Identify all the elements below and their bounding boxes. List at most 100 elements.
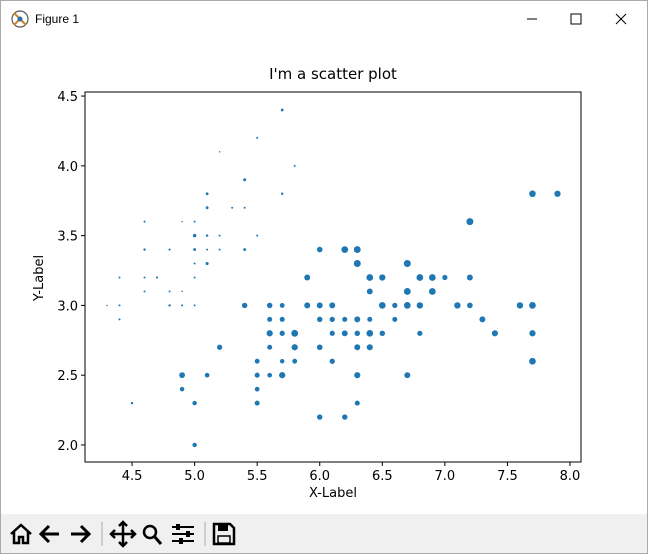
maximize-button[interactable] (570, 13, 582, 25)
scatter-point (256, 136, 259, 139)
scatter-point (231, 206, 234, 209)
scatter-point (366, 274, 374, 281)
x-tick-label: 7.5 (497, 469, 518, 484)
scatter-point (354, 344, 361, 351)
y-tick-label: 3.0 (57, 299, 78, 314)
scatter-point (428, 274, 436, 281)
scatter-point (156, 276, 159, 279)
scatter-point (204, 372, 210, 378)
scatter-point (267, 302, 273, 308)
scatter-point (366, 330, 374, 337)
scatter-point (218, 234, 221, 237)
y-tick-label: 4.5 (57, 90, 78, 105)
scatter-point (341, 330, 348, 337)
y-axis-label: Y-Label (32, 255, 47, 302)
scatter-point (392, 302, 398, 309)
scatter-point (256, 234, 259, 237)
y-tick-label: 2.0 (57, 439, 78, 454)
scatter-point (316, 344, 323, 351)
scatter-point (329, 358, 335, 364)
scatter-point (416, 302, 424, 309)
scatter-point (316, 246, 323, 253)
scatter-point (206, 192, 209, 195)
x-tick-label: 7.0 (435, 469, 456, 484)
scatter-point (192, 400, 197, 406)
scatter-point (366, 344, 373, 351)
scatter-point (342, 316, 348, 322)
scatter-point (491, 330, 498, 337)
scatter-point (243, 248, 247, 251)
scatter-point (329, 330, 335, 336)
back-button[interactable] (38, 524, 59, 544)
scatter-point (454, 302, 461, 309)
scatter-point (304, 274, 311, 281)
forward-button[interactable] (71, 524, 92, 544)
x-tick-label: 6.5 (372, 469, 393, 484)
scatter-point (403, 302, 411, 309)
scatter-point (193, 276, 196, 279)
scatter-point (267, 316, 273, 322)
scatter-point (193, 248, 197, 251)
scatter-point (304, 302, 311, 309)
scatter-point (367, 316, 373, 322)
scatter-point (428, 288, 436, 295)
scatter-point (317, 414, 323, 420)
scatter-point (554, 190, 561, 197)
scatter-point (254, 358, 260, 364)
scatter-point (193, 220, 196, 223)
scatter-point (279, 330, 285, 336)
scatter-point (379, 330, 386, 337)
home-button[interactable] (10, 523, 32, 545)
scatter-point (379, 302, 386, 309)
configure-button[interactable] (172, 524, 194, 544)
window-title: Figure 1 (35, 12, 80, 26)
scatter-point (168, 290, 171, 293)
save-button[interactable] (212, 522, 236, 546)
scatter-point (218, 151, 221, 153)
pan-button[interactable] (109, 520, 137, 548)
zoom-button[interactable] (142, 524, 163, 545)
scatter-point (466, 274, 473, 281)
toolbar (1, 514, 647, 553)
y-tick-label: 4.0 (57, 160, 78, 175)
chart-title: I'm a scatter plot (269, 65, 397, 83)
scatter-point (292, 358, 298, 364)
scatter-point (243, 206, 246, 209)
scatter-point (130, 401, 134, 405)
scatter-point (354, 316, 361, 323)
scatter-point (291, 329, 299, 337)
scatter-point (192, 442, 197, 448)
scatter-point (241, 302, 248, 309)
scatter-point (354, 330, 360, 337)
scatter-point (291, 344, 298, 351)
scatter-point (205, 261, 209, 266)
scatter-point (293, 164, 296, 167)
y-tick-label: 2.5 (57, 369, 78, 384)
scatter-point (442, 274, 448, 281)
scatter-point (529, 302, 536, 309)
scatter-point (529, 357, 536, 365)
scatter-point (392, 316, 398, 322)
scatter-point (267, 372, 273, 378)
scatter-point (354, 400, 360, 406)
scatter-point (417, 330, 423, 336)
y-tick-label: 3.5 (57, 230, 78, 245)
scatter-point (168, 248, 171, 251)
close-button[interactable] (615, 13, 627, 25)
scatter-point (106, 304, 108, 307)
scatter-point (267, 344, 273, 350)
window-controls[interactable] (507, 1, 647, 37)
scatter-point (217, 344, 223, 350)
scatter-point (280, 192, 284, 195)
scatter-point (254, 372, 260, 378)
scatter-point (118, 276, 121, 279)
scatter-point (193, 304, 196, 307)
scatter-point (479, 316, 486, 323)
scatter-point (205, 234, 209, 237)
scatter-point (316, 302, 323, 309)
scatter-point (280, 108, 284, 112)
scatter-point (181, 220, 183, 223)
scatter-point (243, 178, 247, 182)
scatter-point (516, 302, 524, 309)
